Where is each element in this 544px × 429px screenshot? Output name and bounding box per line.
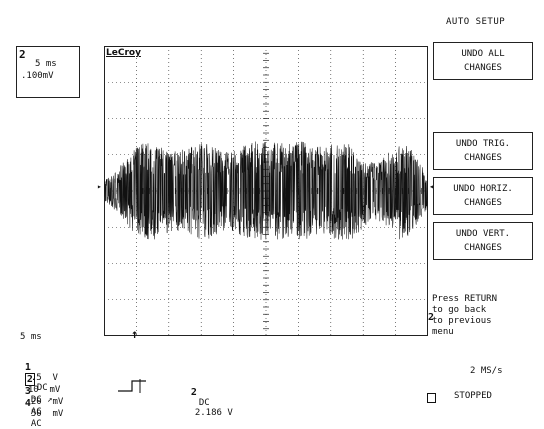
help-line: Press RETURN <box>432 294 498 304</box>
channel-row-1[interactable]: 1 .5 V DC <box>14 352 58 393</box>
channel-volts: 50 mV <box>30 409 64 419</box>
channel-row-3[interactable]: 3 20 mV AC <box>14 376 64 417</box>
trigger-readout[interactable]: 2 DC 2.186 V <box>180 377 233 418</box>
channel-number: 2 <box>24 373 35 386</box>
brand-logo: LeCroy <box>106 48 141 58</box>
waveform-trace <box>104 141 428 240</box>
undo-vert-changes-button[interactable]: UNDO VERT. CHANGES <box>433 222 533 260</box>
channel-coupling: AC <box>30 407 42 417</box>
undo-all-changes-button[interactable]: UNDO ALL CHANGES <box>433 42 533 80</box>
trigger-coupling: DC <box>198 398 210 408</box>
softkey-label-line1: UNDO TRIG. <box>455 139 511 149</box>
channel-number: 3 <box>24 386 31 397</box>
softkey-label-line1: UNDO HORIZ. <box>453 184 513 194</box>
timebase-readout: 5 ms <box>20 332 42 342</box>
acquisition-status: STOPPED <box>454 391 492 401</box>
softkey-label-line2: CHANGES <box>464 198 502 208</box>
softkey-label-line1: UNDO ALL <box>461 49 505 59</box>
channel-row-4[interactable]: 4 50 mV AC <box>14 388 64 429</box>
ch2-right-marker: ◂ <box>429 182 434 191</box>
help-line: menu <box>432 327 454 337</box>
channel-volts: 10 mV <box>27 385 61 395</box>
softkey-label-line2: CHANGES <box>464 153 502 163</box>
trace-label-box[interactable]: 2 5 ms .100mV <box>16 46 80 98</box>
channel-number: 4 <box>24 398 31 409</box>
undo-horiz-changes-button[interactable]: UNDO HORIZ. CHANGES <box>433 177 533 215</box>
channel-number: 1 <box>24 362 31 373</box>
sample-rate: 2 MS/s <box>470 366 503 376</box>
trigger-position-marker: ↑ <box>131 327 139 341</box>
trace-timebase: 5 ms <box>35 59 57 69</box>
waveform-path <box>104 141 428 240</box>
ch2-right-label: 2 <box>428 312 435 323</box>
channel-row-2[interactable]: 2 10 mV DC ↗ <box>14 364 60 405</box>
channel-coupling: DC <box>36 383 48 393</box>
undo-trig-changes-button[interactable]: UNDO TRIG. CHANGES <box>433 132 533 170</box>
trigger-channel: 2 <box>190 387 197 398</box>
help-line: to previous <box>432 316 492 326</box>
ch2-left-marker: ▸ <box>97 182 102 191</box>
trace-volts-per-div: .100mV <box>21 71 54 81</box>
help-line: to go back <box>432 305 487 315</box>
softkey-label-line1: UNDO VERT. <box>455 229 511 239</box>
menu-title: AUTO SETUP <box>446 17 506 27</box>
channel-volts: .5 V <box>30 373 58 383</box>
softkey-label-line2: CHANGES <box>464 243 502 253</box>
help-text: Press RETURN to go back to previous menu <box>432 294 532 338</box>
waveform-grid <box>104 46 428 336</box>
trigger-level: 2.186 V <box>194 408 233 418</box>
trigger-edge-icon <box>118 379 146 393</box>
acquisition-status-icon <box>427 393 436 403</box>
trace-channel-number: 2 <box>19 48 26 61</box>
channel-coupling: DC ↗ <box>30 395 53 405</box>
channel-volts: 20 mV <box>30 397 64 407</box>
softkey-label-line2: CHANGES <box>464 63 502 73</box>
